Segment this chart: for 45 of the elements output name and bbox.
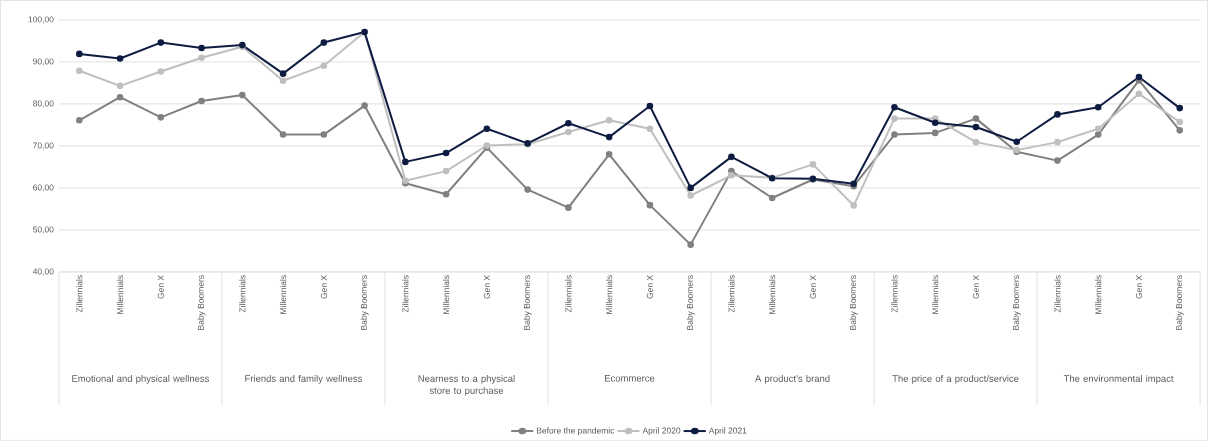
text: Friends and family wellness	[245, 375, 363, 384]
x-tick-label: Millennials	[606, 275, 613, 314]
text: The price of a product/service	[892, 375, 1019, 384]
y-tick-label: 80,00	[33, 100, 54, 108]
x-tick-label: Gen X	[157, 275, 164, 299]
x-tick-label: Zillennials	[1054, 275, 1061, 313]
text: Nearness to a physical store to purchase	[418, 375, 515, 396]
x-tick-label: Gen X	[972, 275, 979, 299]
legend-label: April 2021	[708, 427, 747, 436]
text: The environmental impact	[1063, 375, 1174, 384]
x-tick-label: Baby Boomers	[1012, 275, 1021, 330]
x-tick-label: Gen X	[320, 275, 327, 299]
text: Emotional and physical wellness	[72, 375, 209, 384]
x-tick-label: Zillennials	[239, 275, 246, 313]
x-tick-label: Zillennials	[76, 275, 83, 313]
x-tick-label: Gen X	[1135, 275, 1142, 299]
y-tick-label: 70,00	[33, 142, 54, 150]
y-tick-label: 50,00	[33, 226, 54, 234]
x-tick-label: Millennials	[769, 275, 776, 314]
y-tick-label: 60,00	[33, 184, 54, 192]
x-tick-label: Zillennials	[565, 275, 572, 313]
y-tick-label: 90,00	[33, 58, 54, 66]
x-tick-label: Gen X	[646, 275, 653, 299]
x-tick-label: Millennials	[443, 275, 450, 314]
x-tick-label: Millennials	[1095, 275, 1102, 314]
x-tick-label: Baby Boomers	[686, 275, 695, 330]
y-tick-label: 40,00	[32, 268, 54, 276]
x-tick-label: Gen X	[483, 275, 490, 299]
text: Ecommerce	[605, 375, 655, 382]
x-tick-label: Zillennials	[728, 275, 735, 313]
x-tick-label: Gen X	[809, 275, 816, 299]
legend-label: April 2020	[642, 427, 681, 436]
x-tick-label: Millennials	[279, 275, 287, 314]
x-tick-label: Baby Boomers	[197, 275, 206, 330]
x-tick-label: Millennials	[932, 275, 939, 314]
legend-label: Before the pandemic	[536, 427, 615, 436]
x-tick-label: Baby Boomers	[849, 275, 858, 330]
x-tick-label: Baby Boomers	[1175, 275, 1184, 330]
x-tick-label: Millennials	[116, 275, 124, 314]
x-tick-label: Zillennials	[891, 275, 898, 313]
x-tick-label: Baby Boomers	[523, 275, 532, 330]
x-tick-label: Zillennials	[402, 275, 409, 313]
x-tick-label: Baby Boomers	[360, 275, 369, 330]
y-tick-label: 100,00	[28, 16, 54, 24]
text: A product’s brand	[755, 375, 830, 384]
